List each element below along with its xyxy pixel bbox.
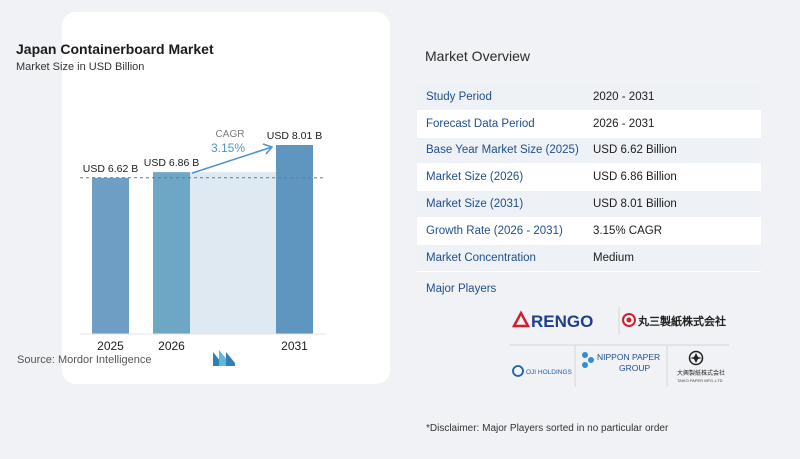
chart-subtitle: Market Size in USD Billion — [16, 61, 145, 73]
cagr-arrow-line — [191, 146, 273, 174]
overview-row-value: 2020 - 2031 — [593, 90, 655, 103]
x-tick-label: 2031 — [281, 339, 308, 353]
bar-value-label: USD 8.01 B — [267, 130, 322, 142]
rengo-triangle-icon — [511, 310, 531, 328]
rengo-logo: RENGO — [511, 310, 593, 331]
taiko-text-jp: 大興製紙株式会社 — [677, 369, 725, 377]
cagr-value: 3.15% — [211, 141, 245, 155]
overview-row: Market Size (2031) USD 8.01 Billion — [417, 191, 761, 218]
overview-row-label: Growth Rate (2026 - 2031) — [426, 224, 563, 237]
chart-title: Japan Containerboard Market — [16, 41, 214, 57]
overview-row-value: 2026 - 2031 — [593, 117, 655, 130]
overview-row: Base Year Market Size (2025) USD 6.62 Bil… — [417, 137, 761, 165]
cagr-label: CAGR — [216, 129, 245, 140]
overview-row-label: Market Size (2031) — [426, 198, 524, 211]
cagr-arrow-head-icon — [262, 143, 274, 155]
overview-row-value: USD 6.86 Billion — [593, 171, 677, 184]
bar-value-label: USD 6.62 B — [83, 163, 138, 175]
growth-band — [190, 172, 276, 334]
x-tick-label: 2025 — [97, 339, 124, 353]
overview-row-value: USD 6.62 Billion — [593, 144, 677, 157]
taiko-text-en: TAIKO PAPER MFG.,LTD — [677, 378, 723, 383]
oji-logo: OJI HOLDINGS — [512, 365, 573, 377]
overview-row-value: Medium — [593, 251, 634, 264]
bar-value-label: USD 6.86 B — [144, 157, 199, 169]
overview-row-label: Forecast Data Period — [426, 117, 535, 130]
bar-2025 — [92, 177, 129, 334]
disclaimer: *Disclaimer: Major Players sorted in no … — [426, 423, 669, 434]
overview-row-label: Study Period — [426, 90, 492, 103]
bar-2031 — [276, 145, 313, 334]
overview-table: Study Period 2020 - 2031 Forecast Data Per… — [417, 84, 761, 272]
taiko-paper-logo: 大興製紙株式会社 TAIKO PAPER MFG.,LTD — [677, 350, 725, 383]
overview-title: Market Overview — [425, 48, 531, 64]
overview-row-value: USD 8.01 Billion — [593, 198, 677, 211]
overview-row: Forecast Data Period 2026 - 2031 — [417, 110, 761, 138]
major-players-label: Major Players — [426, 283, 497, 295]
overview-row: Growth Rate (2026 - 2031) 3.15% CAGR — [417, 217, 761, 245]
oji-text: OJI HOLDINGS — [526, 369, 573, 376]
bar-2026 — [153, 172, 190, 334]
taiko-emblem-icon — [688, 350, 704, 366]
x-tick-label: 2026 — [158, 339, 185, 353]
overview-row: Market Concentration Medium — [417, 244, 761, 272]
overview-row-label: Market Size (2026) — [426, 171, 524, 184]
marusan-logo: 丸三製紙株式会社 — [622, 313, 726, 328]
nippon-paper-line1: NIPPON PAPER — [597, 352, 660, 362]
nippon-paper-logo: NIPPON PAPER GROUP — [582, 352, 660, 373]
bar-chart: USD 6.62 B 2025 USD 6.86 B 2026 USD 8.01 B 20… — [80, 129, 326, 353]
nippon-paper-icon — [582, 352, 588, 358]
overview-row: Study Period 2020 - 2031 — [417, 84, 761, 111]
source-note: Source: Mordor Intelligence — [17, 354, 152, 366]
marusan-text: 丸三製紙株式会社 — [637, 314, 726, 328]
overview-row: Market Size (2026) USD 6.86 Billion — [417, 164, 761, 192]
rengo-text: RENGO — [531, 312, 593, 331]
marusan-circle-icon — [622, 313, 636, 327]
overview-row-label: Market Concentration — [426, 251, 536, 264]
mordor-logo-icon — [213, 350, 235, 366]
overview-row-value: 3.15% CAGR — [593, 224, 663, 237]
oji-icon — [512, 365, 524, 377]
nippon-paper-line2: GROUP — [619, 363, 651, 373]
overview-row-label: Base Year Market Size (2025) — [426, 144, 579, 157]
major-players-logos: RENGO 丸三製紙株式会社 OJI HOLDINGS NIPPON PAPER… — [509, 307, 729, 387]
